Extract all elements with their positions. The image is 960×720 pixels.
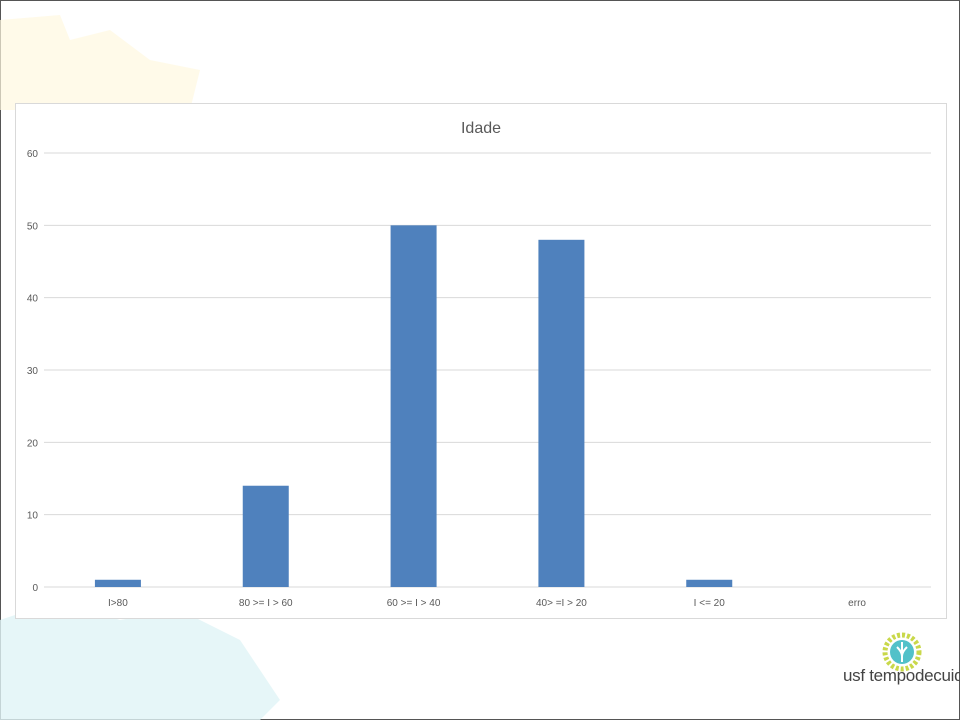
y-tick-label: 0 — [32, 583, 38, 594]
bar-1 — [242, 485, 289, 587]
x-tick-label: 80 >= I > 60 — [239, 598, 293, 609]
x-tick-label: 40> =I > 20 — [536, 598, 587, 609]
bar-0 — [94, 579, 141, 587]
y-tick-label: 10 — [27, 511, 39, 522]
usf-logo: usf tempodecuidar — [840, 632, 960, 692]
gear-wheat-icon — [882, 632, 922, 672]
bar-2 — [390, 225, 437, 587]
chart-title: Idade — [461, 120, 501, 137]
bar-4 — [686, 579, 733, 587]
y-tick-label: 50 — [27, 221, 39, 232]
bar-chart: Idade 0 10 20 30 40 50 60 I>80 80 >= I > 60 60 >=… — [27, 120, 931, 609]
x-tick-label: 60 >= I > 40 — [387, 598, 441, 609]
y-tick-label: 20 — [27, 438, 39, 449]
x-tick-label: I>80 — [108, 598, 128, 609]
y-tick-label: 30 — [27, 366, 39, 377]
x-tick-label: erro — [848, 598, 866, 609]
logo-text: usf tempodecuidar — [843, 666, 960, 685]
y-tick-label: 60 — [27, 149, 39, 160]
bar-3 — [538, 239, 585, 588]
chart-container: Idade 0 10 20 30 40 50 60 I>80 80 >= I > 60 60 >=… — [15, 103, 947, 619]
x-tick-label: I <= 20 — [694, 598, 726, 609]
y-tick-label: 40 — [27, 294, 39, 305]
